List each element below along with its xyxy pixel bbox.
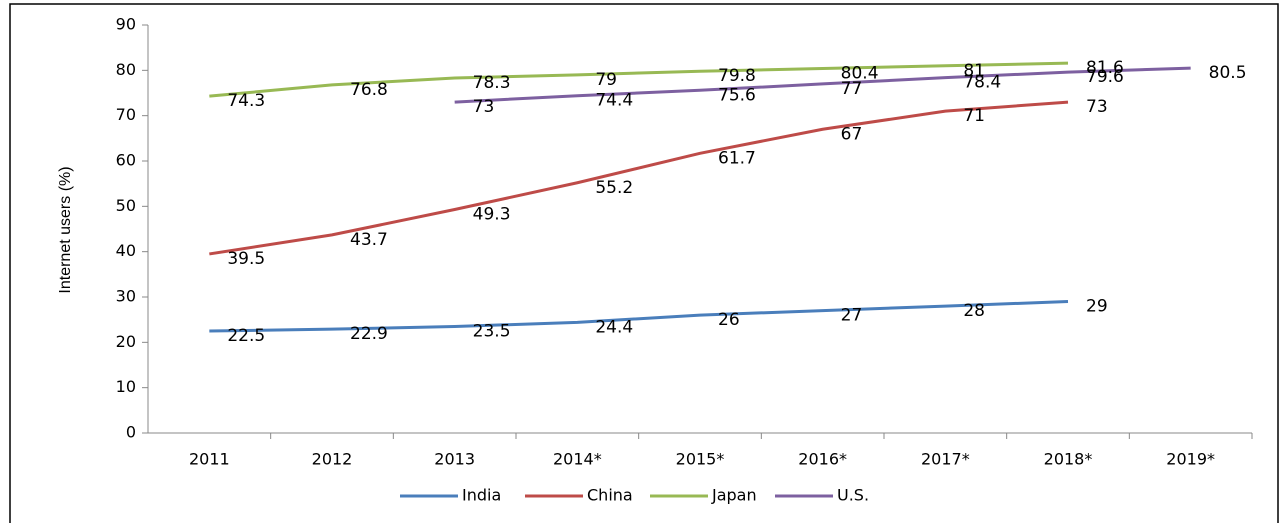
data-label: 22.9 <box>350 324 388 344</box>
frame <box>9 3 1279 523</box>
data-label: 55.2 <box>595 178 633 198</box>
legend-label: China <box>587 486 633 505</box>
data-label: 77 <box>841 79 863 99</box>
data-label: 28 <box>963 301 985 321</box>
y-tick-label: 80 <box>116 60 136 79</box>
data-label: 80.5 <box>1209 63 1247 83</box>
data-label: 74.4 <box>595 91 633 111</box>
x-tick-label: 2014* <box>553 450 602 469</box>
x-tick-label: 2019* <box>1166 450 1215 469</box>
y-tick-label: 0 <box>126 423 136 442</box>
y-tick-label: 40 <box>116 241 136 260</box>
data-label: 22.5 <box>227 326 265 346</box>
data-label: 81 <box>963 61 985 81</box>
x-tick-label: 2011 <box>189 450 230 469</box>
data-label: 78.3 <box>473 73 511 93</box>
y-tick-label: 70 <box>116 105 136 124</box>
data-label: 73 <box>473 97 495 117</box>
data-label: 79 <box>595 70 617 90</box>
x-tick-label: 2012 <box>312 450 353 469</box>
data-label: 39.5 <box>227 249 265 269</box>
data-label: 29 <box>1086 297 1108 317</box>
data-label: 67 <box>841 124 863 144</box>
y-axis-label: Internet users (%) <box>57 166 74 293</box>
x-tick-label: 2017* <box>921 450 970 469</box>
data-label: 81.6 <box>1086 58 1124 78</box>
x-tick-label: 2018* <box>1044 450 1093 469</box>
y-tick-label: 60 <box>116 151 136 170</box>
y-tick-label: 10 <box>116 377 136 396</box>
data-label: 61.7 <box>718 148 756 168</box>
legend-label: India <box>462 486 501 505</box>
data-label: 73 <box>1086 97 1108 117</box>
x-tick-label: 2015* <box>676 450 725 469</box>
data-label: 24.4 <box>595 317 633 337</box>
data-label: 43.7 <box>350 230 388 250</box>
data-label: 71 <box>963 106 985 126</box>
data-label: 74.3 <box>227 91 265 111</box>
y-tick-label: 20 <box>116 332 136 351</box>
y-tick-label: 90 <box>116 15 136 34</box>
data-label: 80.4 <box>841 64 879 84</box>
data-label: 76.8 <box>350 80 388 100</box>
data-label: 49.3 <box>473 205 511 225</box>
series-line <box>209 61 1069 98</box>
series-line <box>209 300 1069 333</box>
y-tick-label: 50 <box>116 196 136 215</box>
x-tick-label: 2013 <box>434 450 475 469</box>
legend-label: Japan <box>711 486 757 505</box>
y-tick-label: 30 <box>116 287 136 306</box>
legend-label: U.S. <box>837 486 869 505</box>
data-label: 79.8 <box>718 66 756 86</box>
data-label: 23.5 <box>473 321 511 341</box>
data-label: 79.6 <box>1086 67 1124 87</box>
series-line <box>454 66 1191 104</box>
series-line <box>209 100 1069 256</box>
data-label: 26 <box>718 310 740 330</box>
data-label: 75.6 <box>718 85 756 105</box>
data-label: 27 <box>841 306 863 326</box>
data-label: 78.4 <box>963 73 1001 93</box>
x-tick-label: 2016* <box>798 450 847 469</box>
